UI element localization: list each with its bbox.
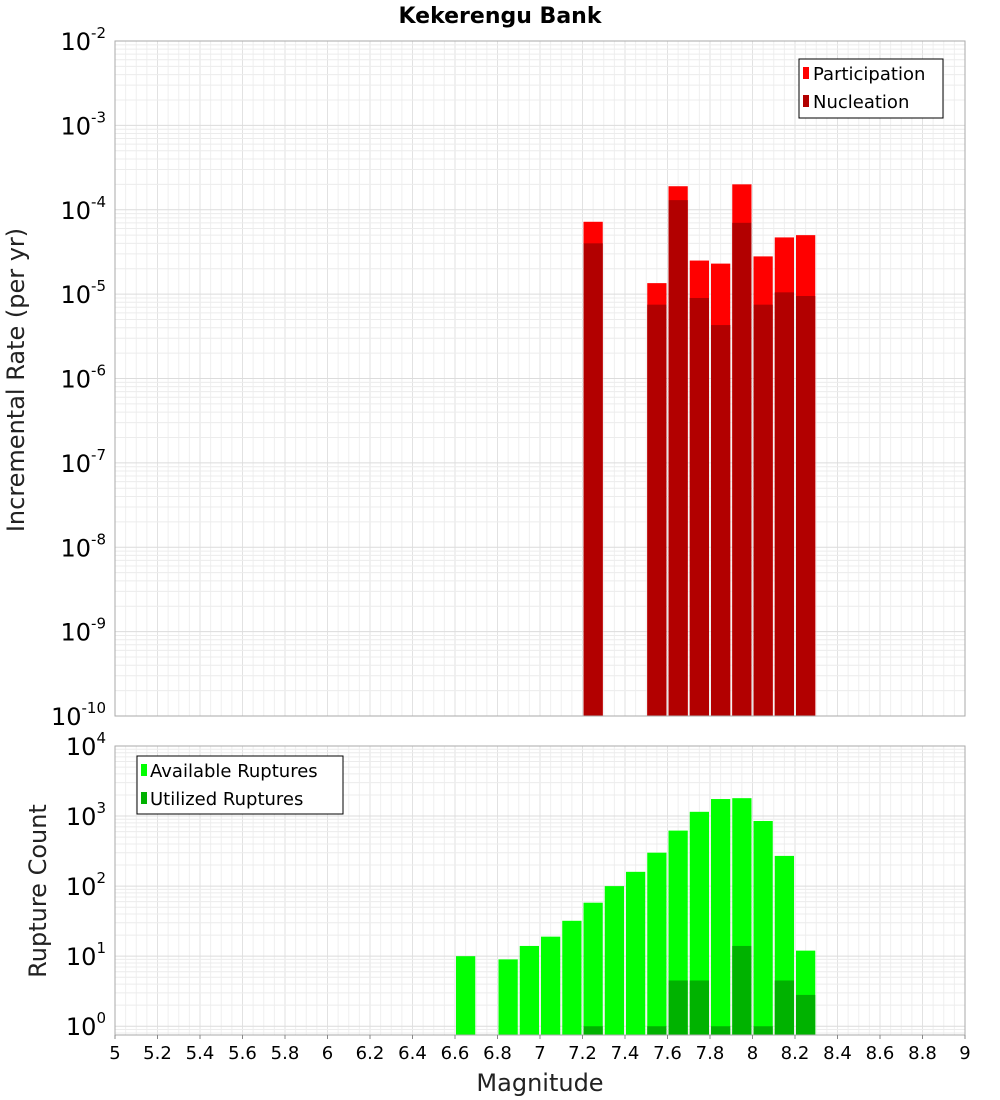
bar-nucleation — [689, 297, 709, 716]
bar-nucleation — [583, 243, 603, 717]
bottom-bars — [456, 798, 816, 1035]
bottom-y-tick-label: 100 — [66, 1009, 106, 1041]
x-tick-label: 6.2 — [356, 1043, 385, 1064]
top-y-tick-label: 10-6 — [60, 362, 106, 394]
x-tick-label: 5.2 — [143, 1043, 172, 1064]
x-ticks: 5 5.2 5.4 5.6 5.8 6 6.2 6.4 6.6 6.8 7 7.2 7.4 7.6 7.8 8… — [109, 1035, 971, 1064]
top-y-tick-label: 10-3 — [60, 108, 106, 140]
bottom-y-tick-label: 104 — [66, 729, 106, 761]
bar-available-ruptures — [562, 920, 582, 1035]
x-tick-label: 7.4 — [611, 1043, 640, 1064]
legend-swatch-available — [141, 764, 147, 776]
x-tick-label: 8.8 — [908, 1043, 937, 1064]
bar-utilized-ruptures — [732, 945, 752, 1035]
top-y-tick-label: 10-10 — [51, 699, 106, 731]
bar-utilized-ruptures — [668, 980, 688, 1035]
bottom-y-tick-label: 102 — [66, 869, 106, 901]
bar-available-ruptures — [604, 886, 624, 1035]
bar-utilized-ruptures — [647, 1026, 667, 1035]
legend-label-utilized: Utilized Ruptures — [150, 789, 303, 810]
bar-utilized-ruptures — [774, 980, 794, 1035]
x-tick-label: 5.8 — [271, 1043, 300, 1064]
top-y-tick-label: 10-7 — [60, 446, 106, 478]
bar-available-ruptures — [456, 956, 476, 1035]
x-tick-label: 8.6 — [866, 1043, 895, 1064]
legend-label-nucleation: Nucleation — [813, 92, 909, 113]
top-y-tick-label: 10-8 — [60, 530, 106, 562]
bar-nucleation — [647, 304, 667, 716]
bottom-y-ticks: 104 103 102 101 100 — [66, 729, 106, 1041]
x-tick-label: 7 — [534, 1043, 545, 1064]
bar-available-ruptures — [498, 959, 518, 1035]
top-y-tick-label: 10-2 — [60, 24, 106, 56]
bar-available-ruptures — [753, 821, 773, 1035]
x-tick-label: 7.6 — [653, 1043, 682, 1064]
bar-nucleation — [668, 200, 688, 716]
bottom-legend: Available Ruptures Utilized Ruptures — [136, 755, 344, 815]
top-y-axis-label: Incremental Rate (per yr) — [2, 228, 30, 532]
top-y-tick-label: 10-9 — [60, 615, 106, 647]
top-legend-box — [798, 58, 944, 119]
bar-nucleation — [796, 296, 816, 716]
x-tick-label: 5.4 — [186, 1043, 215, 1064]
bar-nucleation — [774, 292, 794, 716]
x-tick-label: 6 — [322, 1043, 333, 1064]
x-tick-label: 6.8 — [483, 1043, 512, 1064]
top-gridlines — [114, 40, 966, 717]
bar-nucleation — [732, 222, 752, 716]
x-tick-label: 8.2 — [781, 1043, 810, 1064]
bottom-panel: 104 103 102 101 100 5 5.2 5.4 5.6 5.8 6 6.2 6.4 6.6 6… — [24, 729, 971, 1097]
x-tick-label: 7.2 — [568, 1043, 597, 1064]
legend-swatch-nucleation — [803, 95, 809, 107]
bar-available-ruptures — [626, 871, 646, 1035]
bar-utilized-ruptures — [583, 1026, 603, 1035]
x-tick-label: 8 — [747, 1043, 758, 1064]
bar-utilized-ruptures — [796, 994, 816, 1035]
bar-available-ruptures — [583, 902, 603, 1035]
top-legend: Participation Nucleation — [798, 58, 944, 119]
bar-utilized-ruptures — [689, 980, 709, 1035]
x-tick-label: 9 — [959, 1043, 970, 1064]
bar-nucleation — [753, 304, 773, 716]
top-y-tick-label: 10-4 — [60, 193, 106, 225]
legend-label-participation: Participation — [813, 64, 925, 85]
bar-available-ruptures — [689, 811, 709, 1035]
bar-available-ruptures — [519, 945, 539, 1035]
legend-swatch-utilized — [141, 792, 147, 804]
bar-available-ruptures — [541, 936, 561, 1035]
top-bars — [583, 184, 816, 717]
top-y-tick-label: 10-5 — [60, 277, 106, 309]
legend-swatch-participation — [803, 67, 809, 79]
bar-available-ruptures — [711, 799, 731, 1035]
x-tick-label: 6.6 — [441, 1043, 470, 1064]
bottom-y-axis-label: Rupture Count — [24, 804, 52, 978]
x-tick-label: 5.6 — [228, 1043, 257, 1064]
legend-label-available: Available Ruptures — [150, 761, 318, 782]
bar-available-ruptures — [647, 852, 667, 1035]
bar-utilized-ruptures — [753, 1026, 773, 1035]
bottom-legend-box — [136, 755, 344, 815]
top-panel: 10-2 10-3 10-4 10-5 10-6 10-7 10-8 10-9 10-10 In… — [2, 24, 966, 731]
x-axis-label: Magnitude — [476, 1069, 603, 1097]
top-plot-border — [114, 40, 966, 717]
bottom-y-tick-label: 103 — [66, 799, 106, 831]
x-tick-label: 7.8 — [696, 1043, 725, 1064]
x-tick-label: 6.4 — [398, 1043, 427, 1064]
x-tick-label: 5 — [109, 1043, 120, 1064]
chart-title: Kekerengu Bank — [399, 4, 603, 29]
bottom-y-tick-label: 101 — [66, 939, 106, 971]
bar-utilized-ruptures — [711, 1026, 731, 1035]
x-tick-label: 8.4 — [823, 1043, 852, 1064]
top-y-ticks: 10-2 10-3 10-4 10-5 10-6 10-7 10-8 10-9 10-10 — [51, 24, 106, 731]
bar-nucleation — [711, 325, 731, 716]
